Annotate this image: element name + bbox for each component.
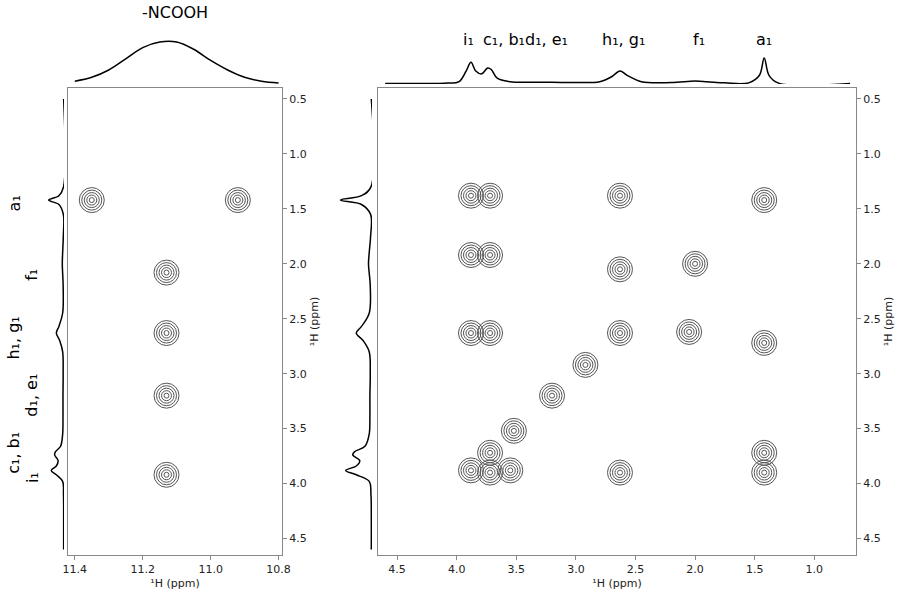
svg-text:a₁: a₁: [756, 30, 772, 49]
svg-text:11.2: 11.2: [130, 563, 155, 576]
svg-text:¹H (ppm): ¹H (ppm): [592, 577, 641, 590]
svg-text:4.5: 4.5: [388, 563, 406, 576]
svg-text:h₁, g₁: h₁, g₁: [4, 316, 23, 359]
svg-text:3.5: 3.5: [508, 563, 526, 576]
svg-text:i₁: i₁: [463, 30, 474, 49]
svg-text:1.5: 1.5: [289, 203, 307, 216]
svg-text:4.5: 4.5: [289, 532, 307, 545]
svg-text:¹H (ppm): ¹H (ppm): [882, 297, 895, 346]
svg-text:a₁: a₁: [5, 195, 24, 211]
svg-text:1.0: 1.0: [289, 148, 307, 161]
svg-text:2.5: 2.5: [863, 313, 881, 326]
svg-text:h₁, g₁: h₁, g₁: [602, 30, 645, 49]
svg-text:11.0: 11.0: [198, 563, 223, 576]
svg-text:3.0: 3.0: [289, 368, 307, 381]
svg-text:3.5: 3.5: [863, 422, 881, 435]
svg-text:4.0: 4.0: [289, 477, 307, 490]
svg-text:¹H (ppm): ¹H (ppm): [308, 297, 321, 346]
svg-text:¹H (ppm): ¹H (ppm): [150, 577, 199, 590]
svg-text:4.5: 4.5: [863, 532, 881, 545]
svg-text:d₁, e₁: d₁, e₁: [22, 374, 41, 417]
svg-text:2.5: 2.5: [627, 563, 645, 576]
svg-text:0.5: 0.5: [863, 93, 881, 106]
svg-text:2.0: 2.0: [863, 258, 881, 271]
svg-text:f₁: f₁: [22, 269, 41, 281]
svg-text:-NCOOH: -NCOOH: [142, 3, 208, 22]
svg-text:d₁, e₁: d₁, e₁: [525, 30, 568, 49]
svg-text:4.0: 4.0: [448, 563, 466, 576]
svg-text:4.0: 4.0: [863, 477, 881, 490]
svg-text:2.0: 2.0: [289, 258, 307, 271]
svg-text:11.4: 11.4: [63, 563, 88, 576]
svg-text:3.5: 3.5: [289, 422, 307, 435]
svg-text:i₁: i₁: [23, 472, 42, 483]
svg-text:10.8: 10.8: [266, 563, 291, 576]
svg-text:3.0: 3.0: [863, 368, 881, 381]
svg-text:3.0: 3.0: [567, 563, 585, 576]
svg-text:0.5: 0.5: [289, 93, 307, 106]
svg-text:1.5: 1.5: [863, 203, 881, 216]
svg-text:2.5: 2.5: [289, 313, 307, 326]
svg-text:c₁, b₁: c₁, b₁: [483, 30, 525, 49]
svg-text:2.0: 2.0: [686, 563, 704, 576]
svg-text:1.0: 1.0: [806, 563, 824, 576]
svg-text:1.0: 1.0: [863, 148, 881, 161]
svg-text:1.5: 1.5: [746, 563, 764, 576]
svg-text:c₁, b₁: c₁, b₁: [4, 432, 23, 474]
svg-text:f₁: f₁: [693, 30, 705, 49]
